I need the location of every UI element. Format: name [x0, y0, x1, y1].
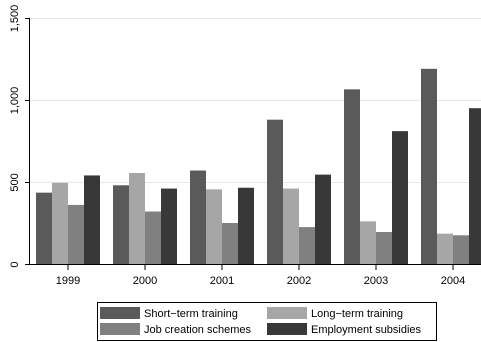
bar [267, 119, 283, 265]
bar [129, 172, 145, 264]
y-tick-label: 1,500 [9, 5, 21, 33]
bar [392, 131, 408, 264]
bar [68, 204, 84, 264]
bar [283, 188, 299, 264]
bar [84, 175, 100, 264]
legend-swatch [100, 307, 140, 319]
bar [206, 189, 222, 264]
legend-swatch [267, 307, 307, 319]
bar [238, 187, 254, 264]
x-tick-label: 2000 [133, 275, 157, 287]
bar [36, 192, 52, 264]
bar [453, 235, 469, 264]
bar [421, 68, 437, 264]
bar [437, 233, 453, 264]
legend: Short−term training Long−term training Job… [97, 302, 437, 341]
legend-label: Employment subsidies [311, 324, 422, 336]
bar [315, 174, 331, 264]
y-tick-label: 0 [9, 261, 21, 267]
bar [190, 170, 206, 264]
legend-label: Short−term training [144, 308, 238, 320]
x-tick-label: 2004 [441, 275, 465, 287]
bar [360, 221, 376, 264]
legend-swatch [267, 323, 307, 335]
x-tick-label: 1999 [56, 275, 80, 287]
x-tick-label: 2003 [364, 275, 388, 287]
bar [376, 232, 392, 264]
legend-swatch [100, 323, 140, 335]
bar [161, 188, 177, 264]
legend-label: Long−term training [311, 308, 403, 320]
bar [344, 89, 360, 264]
legend-label: Job creation schemes [144, 324, 251, 336]
axes [29, 18, 481, 265]
bar [222, 223, 238, 264]
bar [469, 108, 481, 264]
y-tick-label: 1,000 [9, 87, 21, 115]
x-tick-label: 2001 [210, 275, 234, 287]
bar [299, 227, 315, 264]
x-tick-label: 2002 [287, 275, 311, 287]
bar [145, 211, 161, 264]
bars [36, 68, 481, 265]
y-tick-label: 500 [9, 173, 21, 191]
bar [52, 182, 68, 264]
ticks: 0 500 1,000 1,500 1999 2000 2001 2002 2003 2004 [9, 5, 465, 287]
bar [113, 185, 129, 264]
